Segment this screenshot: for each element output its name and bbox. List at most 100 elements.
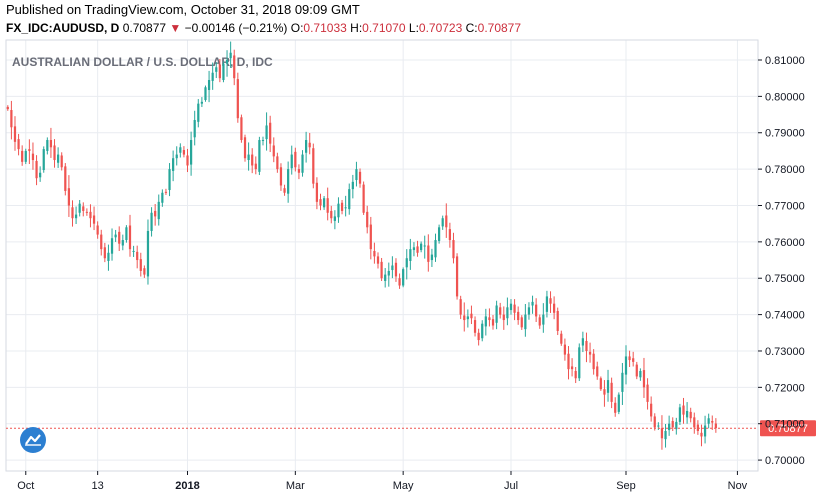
- candle-body: [538, 317, 541, 326]
- candle-body: [229, 52, 232, 59]
- candle-body: [193, 120, 196, 138]
- chart-grid: [6, 40, 758, 471]
- candle-body: [103, 247, 106, 259]
- symbol-name: FX_IDC:AUDUSD, D: [6, 21, 120, 35]
- candle-body: [53, 145, 56, 161]
- candle-body: [542, 314, 545, 325]
- low-label: L:: [408, 21, 419, 35]
- candle-body: [294, 151, 297, 168]
- y-tick-label: 0.80000: [765, 91, 805, 103]
- candle-body: [560, 333, 563, 344]
- candle-body: [650, 403, 653, 417]
- candle-body: [563, 344, 567, 355]
- candle-body: [139, 259, 142, 271]
- tradingview-logo: [20, 427, 46, 453]
- candle-body: [473, 320, 477, 333]
- symbol-bar: FX_IDC:AUDUSD, D 0.70877 ▼ −0.00146 (−0.…: [6, 21, 521, 35]
- candle-body: [491, 319, 495, 326]
- x-tick-label: 13: [92, 480, 104, 492]
- candle-body: [179, 147, 182, 153]
- y-axis[interactable]: 0.70000 0.71000 0.72000 0.73000 0.74000 0.750…: [758, 55, 805, 467]
- candle-body: [337, 203, 340, 218]
- candle-body: [499, 307, 502, 315]
- last-price-label: 0.70877: [768, 423, 808, 435]
- candle-body: [49, 140, 53, 148]
- candle-body: [39, 172, 42, 178]
- candle-body: [703, 425, 707, 437]
- candle-body: [28, 149, 31, 151]
- open-value: 0.71033: [303, 21, 347, 35]
- candle-body: [290, 154, 293, 169]
- candle-body: [42, 149, 45, 171]
- candle-body: [380, 261, 383, 279]
- y-tick-label: 0.70000: [765, 455, 805, 467]
- candle-body: [297, 169, 301, 173]
- candle-body: [366, 211, 369, 228]
- candle-body: [509, 303, 513, 311]
- y-tick-label: 0.81000: [765, 55, 805, 67]
- candle-body: [351, 181, 354, 190]
- candle-body: [128, 225, 132, 250]
- y-tick-label: 0.74000: [765, 310, 805, 322]
- candle-body: [488, 317, 491, 321]
- candle-body: [125, 227, 128, 241]
- candle-body: [92, 215, 96, 224]
- candle-body: [668, 423, 671, 431]
- candle-body: [154, 210, 157, 217]
- candle-body: [57, 154, 60, 163]
- candle-body: [427, 245, 430, 262]
- candle-body: [186, 155, 189, 166]
- candle-body: [301, 154, 304, 173]
- candle-body: [420, 243, 423, 251]
- candle-body: [197, 103, 200, 122]
- close-value: 0.70877: [477, 21, 522, 35]
- candle-body: [326, 198, 329, 213]
- candle-body: [157, 201, 160, 220]
- candle-body: [269, 122, 272, 144]
- x-axis[interactable]: Oct 13 2018 Mar May Jul Sep Nov: [17, 471, 748, 492]
- candle-body: [312, 148, 315, 184]
- candle-body: [405, 258, 408, 268]
- candle-body: [653, 416, 656, 428]
- candle-body: [527, 307, 531, 315]
- candle-body: [437, 227, 441, 241]
- candle-body: [585, 340, 588, 351]
- candle-body: [17, 139, 20, 150]
- candle-body: [470, 313, 473, 319]
- published-note: Published on TradingView.com, October 31…: [6, 2, 360, 17]
- x-tick-label: Nov: [728, 480, 748, 492]
- candle-body: [711, 420, 714, 423]
- x-tick-label: May: [393, 480, 414, 492]
- candle-body: [614, 402, 617, 413]
- candle-body: [146, 230, 150, 277]
- candle-body: [243, 137, 247, 159]
- candle-body: [114, 234, 117, 238]
- candle-body: [132, 250, 135, 252]
- candle-body: [628, 356, 631, 361]
- candle-body: [642, 370, 646, 388]
- candle-body: [466, 316, 469, 320]
- candle-body: [657, 425, 660, 427]
- candle-body: [319, 199, 322, 206]
- candle-body: [211, 72, 214, 81]
- candle-body: [513, 304, 516, 313]
- candle-body: [660, 428, 664, 439]
- candle-body: [696, 424, 699, 431]
- last-price-label-bg: [760, 420, 816, 437]
- y-tick-label: 0.72000: [765, 382, 805, 394]
- candle-body: [639, 370, 642, 378]
- candle-body: [520, 317, 523, 328]
- candle-body: [531, 301, 534, 306]
- y-tick-label: 0.73000: [765, 346, 805, 358]
- y-tick-label: 0.71000: [765, 419, 805, 431]
- candle-body: [222, 63, 225, 81]
- candle-body: [685, 410, 689, 418]
- candle-body: [517, 311, 520, 321]
- candle-body: [402, 269, 405, 286]
- candle-body: [258, 140, 261, 172]
- candle-body: [279, 167, 283, 186]
- candle-body: [247, 154, 250, 161]
- candle-body: [225, 60, 229, 64]
- open-label: O:: [290, 21, 304, 35]
